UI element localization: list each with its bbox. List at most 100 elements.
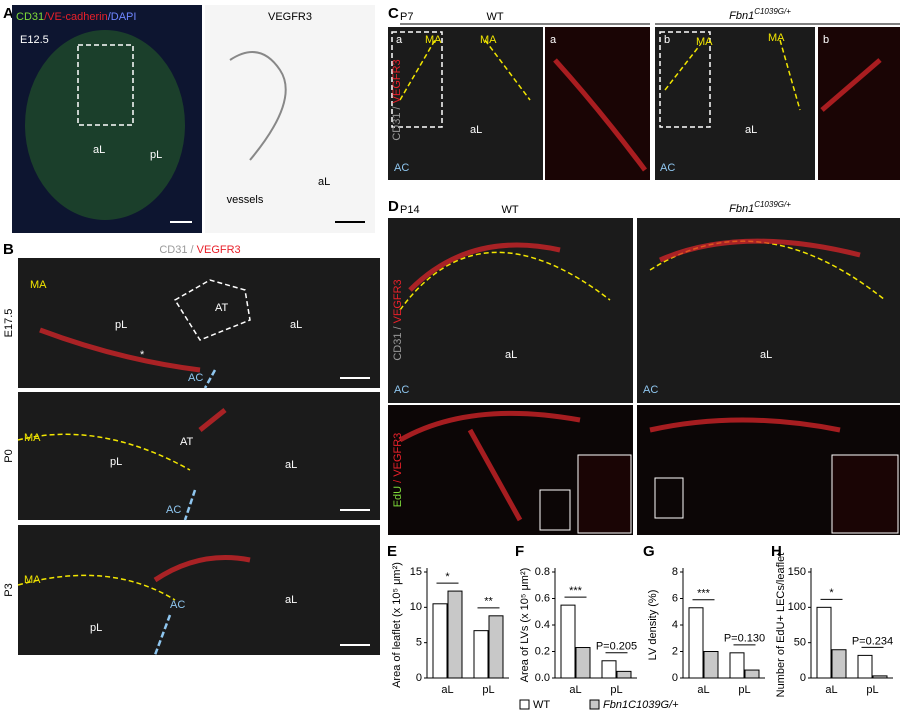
micrograph	[18, 525, 380, 655]
y-axis-label: LV density (%)	[647, 590, 659, 661]
arrow-label: vessels	[227, 194, 264, 206]
x-tick-label: aL	[569, 684, 581, 696]
y-axis-label: Area of leaflet (x 10⁵ μm²)	[391, 562, 403, 688]
region-label: MA	[24, 574, 41, 586]
stain-label: EdU / VEGFR3	[392, 433, 404, 508]
inset	[831, 454, 899, 534]
panel-letter: D	[388, 198, 399, 215]
x-tick-label: aL	[697, 684, 709, 696]
y-tick-label: 0.2	[535, 645, 550, 657]
stain-label: CD31 / VEGFR3	[391, 59, 403, 140]
region-label: AC	[643, 384, 658, 396]
genotype: Fbn1C1039G/+	[729, 200, 791, 215]
y-axis-label: Number of EdU+ LECs/leaflet	[775, 553, 787, 698]
stage-label: P14	[400, 204, 420, 216]
region-label: aL	[760, 349, 772, 361]
region-label: MA	[30, 279, 47, 291]
bar	[872, 675, 888, 679]
bar	[729, 652, 745, 679]
genotype: WT	[501, 204, 518, 216]
vessel-trace	[398, 410, 581, 522]
region-label: aL	[290, 319, 302, 331]
region-label: aL	[285, 594, 297, 606]
asterisk: *	[140, 349, 145, 361]
legend-label: Fbn1C1039G/+	[603, 699, 679, 711]
stain-label: CD31/VE-cadherin/DAPI	[16, 11, 136, 23]
region-label: AT	[215, 302, 229, 314]
vessel-trace	[229, 51, 287, 161]
stain-label: CD31 / VEGFR3	[159, 244, 240, 256]
bar	[601, 660, 617, 679]
roi-box	[539, 489, 571, 531]
y-tick-label: 0.4	[535, 619, 550, 631]
bar	[857, 654, 873, 679]
ma-outline	[17, 433, 191, 471]
y-tick-label: 0.0	[535, 672, 550, 684]
y-tick-label: 100	[788, 601, 806, 613]
region-label: AC	[660, 162, 675, 174]
panel-letter: A	[3, 5, 14, 22]
ma-outline	[17, 574, 176, 601]
ac-line	[183, 489, 197, 521]
region-label: MA	[768, 32, 785, 44]
roi-box	[654, 477, 684, 519]
inset-label: a	[396, 34, 403, 46]
row-label: E17.5	[3, 309, 15, 338]
bar	[473, 630, 489, 679]
inset-label: a	[550, 34, 557, 46]
y-tick-label: 8	[672, 566, 678, 578]
significance-label: **	[484, 596, 493, 608]
micrograph	[388, 218, 633, 403]
row-label: P0	[3, 449, 15, 462]
micrograph	[205, 5, 375, 233]
legend-swatch	[519, 699, 530, 710]
ma-outline	[399, 39, 531, 101]
y-tick-label: 4	[672, 619, 678, 631]
legend-label: WT	[533, 699, 550, 711]
genotype: WT	[486, 11, 503, 23]
region-label: MA	[24, 432, 41, 444]
y-tick-label: 0	[416, 672, 422, 684]
region-label: AC	[394, 162, 409, 174]
y-tick-label: 5	[416, 637, 422, 649]
stage-label: P7	[400, 11, 413, 23]
y-tick-label: 6	[672, 592, 678, 604]
vessel-trace	[408, 242, 561, 292]
region-label: pL	[115, 319, 127, 331]
y-tick-label: 50	[794, 637, 806, 649]
region-label: AC	[188, 372, 203, 384]
inset-label: b	[664, 34, 670, 46]
significance-label: ***	[569, 585, 583, 597]
genotype: Fbn1C1039G/+	[729, 7, 791, 22]
region-label: AC	[170, 599, 185, 611]
roi-box	[659, 31, 711, 128]
y-tick-label: 0.6	[535, 592, 550, 604]
region-label: pL	[150, 149, 162, 161]
x-tick-label: pL	[866, 684, 878, 696]
vessel-trace	[820, 58, 882, 112]
vessel-trace	[39, 327, 201, 373]
row-label: P3	[3, 583, 15, 596]
region-label: aL	[470, 124, 482, 136]
roi-box	[391, 31, 443, 128]
region-outline	[173, 279, 251, 341]
legend-swatch	[589, 699, 600, 710]
region-label: AC	[166, 504, 181, 516]
bar	[703, 651, 719, 679]
significance-label: *	[829, 587, 834, 599]
leaflet-outline	[399, 251, 611, 311]
micrograph	[18, 392, 380, 520]
panel-letter: C	[388, 5, 399, 22]
region-label: AT	[180, 436, 194, 448]
micrograph	[637, 218, 900, 403]
bar	[816, 606, 832, 679]
bar	[831, 649, 847, 679]
y-axis-label: Area of LVs (x 10⁵ μm²)	[519, 568, 531, 683]
region-label: aL	[285, 459, 297, 471]
micrograph	[655, 27, 815, 180]
vessel-trace	[198, 408, 227, 432]
region-label: aL	[93, 144, 105, 156]
y-tick-label: 15	[410, 566, 422, 578]
y-tick-label: 0	[800, 672, 806, 684]
panel-letter: G	[643, 543, 655, 560]
